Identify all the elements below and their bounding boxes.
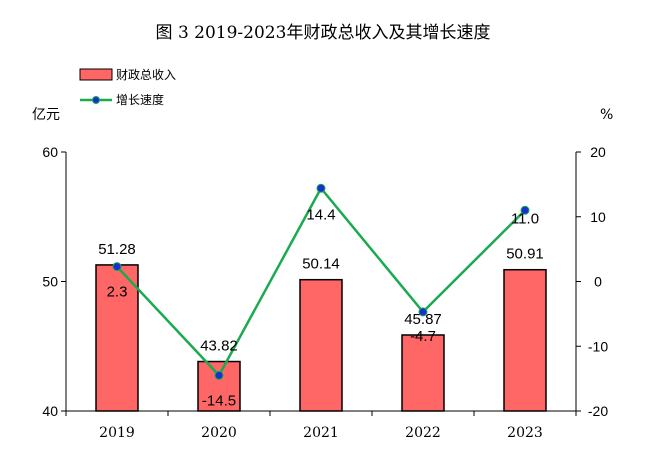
right-axis-unit: % (600, 107, 613, 123)
growth-value-label: 14.4 (306, 206, 335, 223)
bar-value-label: 43.82 (200, 338, 238, 355)
x-category-label: 2021 (303, 425, 339, 441)
revenue-bar (197, 360, 241, 412)
left-tick-label: 40 (42, 403, 58, 419)
legend-bar-swatch (79, 68, 113, 81)
x-category-label: 2022 (405, 425, 441, 441)
growth-point (112, 262, 122, 272)
bar-value-label: 50.91 (506, 246, 544, 263)
x-category-label: 2023 (507, 425, 543, 441)
left-tick-label: 50 (42, 274, 58, 290)
legend-line-marker (92, 96, 100, 104)
legend: 财政总收入 增长速度 (79, 68, 176, 107)
right-tick-label: 20 (590, 144, 606, 160)
left-axis-unit: 亿元 (32, 107, 60, 123)
growth-point (520, 205, 530, 215)
growth-point (214, 370, 224, 380)
growth-value-label: 11.0 (511, 210, 539, 227)
axes: 40 50 60 -20 -10 0 10 20 2019 2020 2021 2022 2023 (42, 144, 608, 441)
legend-bar-label: 财政总收入 (116, 68, 176, 82)
bar-value-label: 50.14 (302, 256, 340, 273)
bar-value-label: 51.28 (98, 241, 136, 258)
growth-point (418, 307, 428, 317)
right-tick-label: 10 (590, 209, 606, 225)
x-category-label: 2020 (201, 425, 237, 441)
growth-point (316, 183, 326, 193)
bar-series (95, 264, 547, 412)
left-tick-label: 60 (42, 144, 58, 160)
right-tick-label: -10 (588, 338, 608, 354)
growth-value-label: -14.5 (202, 392, 236, 409)
revenue-bar (401, 334, 445, 412)
right-tick-label: 0 (594, 274, 602, 290)
growth-value-label: 2.3 (107, 284, 128, 301)
chart-title: 图 3 2019-2023年财政总收入及其增长速度 (156, 23, 491, 43)
data-labels: 51.28 43.82 50.14 45.87 50.91 2.3 -14.5 14.4 -4.… (98, 206, 544, 409)
legend-line-label: 增长速度 (116, 92, 164, 107)
line-series (112, 183, 530, 380)
right-tick-label: -20 (588, 403, 608, 419)
bar-value-label: 45.87 (404, 311, 442, 328)
revenue-bar (299, 278, 343, 412)
x-category-label: 2019 (99, 425, 135, 441)
growth-value-label: -4.7 (410, 328, 436, 345)
revenue-bar (503, 268, 547, 412)
revenue-bar (95, 264, 139, 412)
